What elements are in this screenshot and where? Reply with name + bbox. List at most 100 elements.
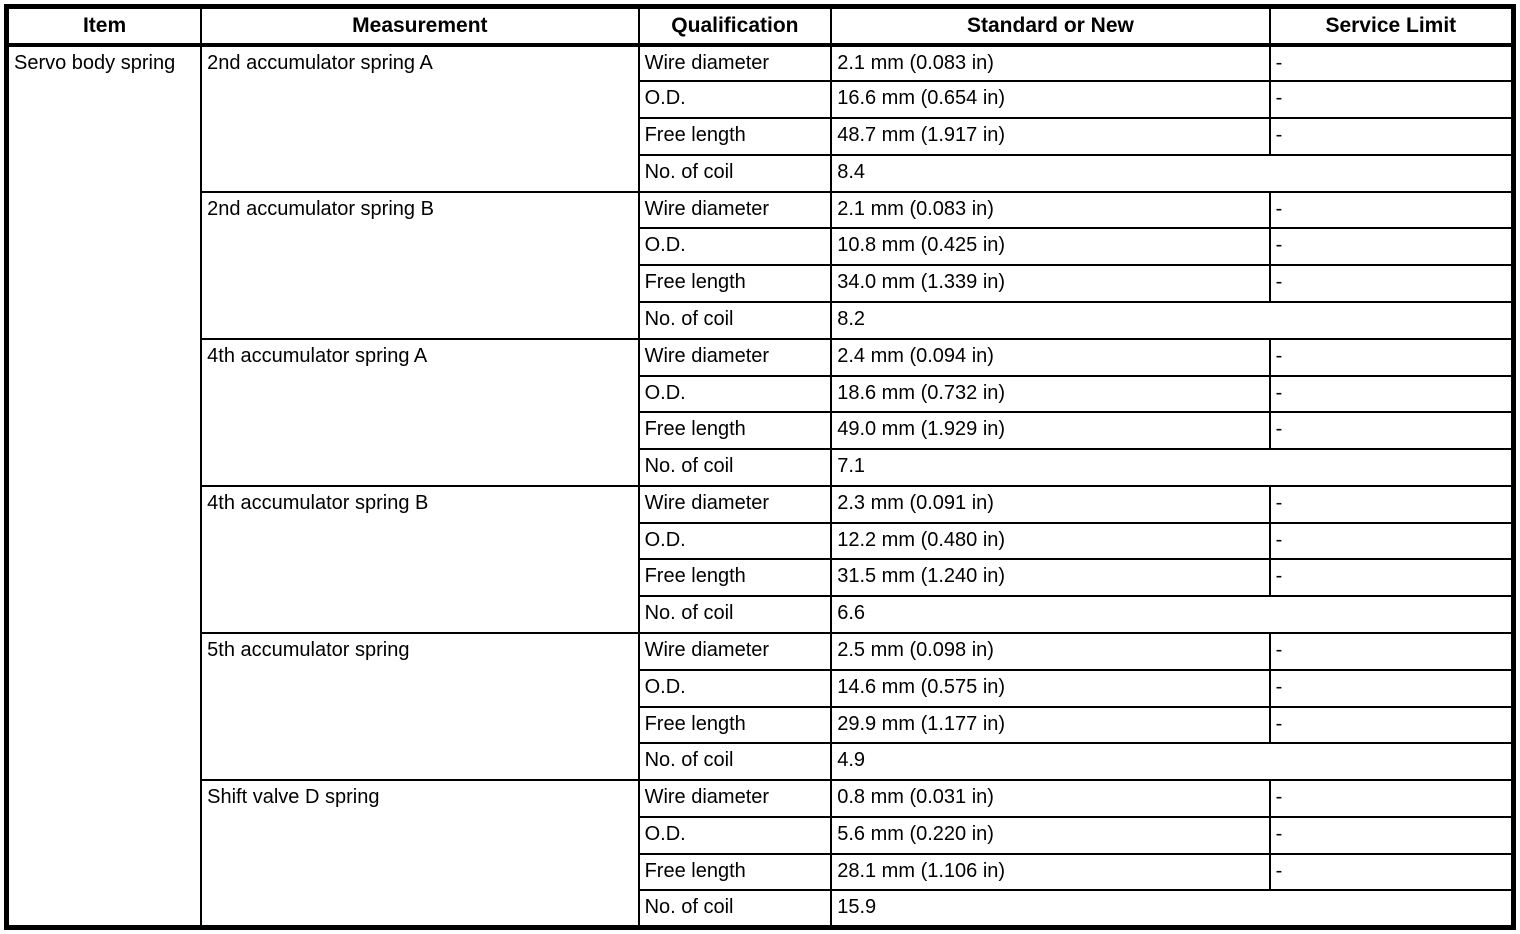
standard-or-new-cell: 48.7 mm (1.917 in) <box>830 117 1271 156</box>
measurement-cell: 4th accumulator spring B <box>200 484 640 635</box>
qualification-cell: Free length <box>637 705 833 745</box>
qualification-cell: Free length <box>637 264 833 303</box>
qualification-cell: Free length <box>637 852 833 892</box>
service-limit-cell: - <box>1268 852 1515 892</box>
standard-or-new-cell: 6.6 <box>830 595 1515 634</box>
service-limit-cell: - <box>1268 484 1515 524</box>
standard-or-new-cell: 2.1 mm (0.083 in) <box>830 190 1271 230</box>
standard-or-new-cell: 2.3 mm (0.091 in) <box>830 484 1271 524</box>
service-limit-cell: - <box>1268 190 1515 230</box>
standard-or-new-cell: 8.4 <box>830 153 1515 193</box>
qualification-cell: No. of coil <box>637 889 833 929</box>
measurement-cell: 2nd accumulator spring A <box>200 43 640 193</box>
service-limit-cell: - <box>1268 264 1515 303</box>
qualification-cell: Free length <box>637 411 833 451</box>
table-row: 5th accumulator spring Wire diameter 2.5 m… <box>7 631 1515 782</box>
service-limit-cell: - <box>1268 705 1515 745</box>
table-row: No. of coil 8.2 <box>7 300 1515 340</box>
qualification-cell: Wire diameter <box>637 190 833 230</box>
table-row: Free length 34.0 mm (1.339 in) - <box>7 264 1515 303</box>
qualification-cell: Free length <box>637 558 833 598</box>
table-row: Free length 31.5 mm (1.240 in) - <box>7 558 1515 598</box>
item-cell: Servo body spring <box>5 43 203 929</box>
table-row: Shift valve D spring Wire diameter 0.8 mm … <box>7 779 1515 929</box>
standard-or-new-cell: 29.9 mm (1.177 in) <box>830 705 1271 745</box>
table-row: O.D. 5.6 mm (0.220 in) - <box>7 815 1515 855</box>
qualification-cell: O.D. <box>637 668 833 708</box>
standard-or-new-cell: 7.1 <box>830 448 1515 487</box>
qualification-cell: Wire diameter <box>637 43 833 83</box>
service-limit-cell: - <box>1268 80 1515 120</box>
table-row: 4th accumulator spring B Wire diameter 2.3… <box>7 484 1515 635</box>
service-limit-cell: - <box>1268 411 1515 451</box>
qualification-cell: O.D. <box>637 80 833 120</box>
standard-or-new-cell: 10.8 mm (0.425 in) <box>830 227 1271 267</box>
measurement-cell: 2nd accumulator spring B <box>200 190 640 340</box>
qualification-cell: No. of coil <box>637 595 833 634</box>
service-limit-cell: - <box>1268 668 1515 708</box>
qualification-cell: Wire diameter <box>637 337 833 377</box>
qualification-cell: O.D. <box>637 521 833 561</box>
table-row: O.D. 14.6 mm (0.575 in) - <box>7 668 1515 708</box>
qualification-cell: Wire diameter <box>637 779 833 818</box>
standard-or-new-cell: 15.9 <box>830 889 1515 929</box>
spec-table-body: Servo body spring 2nd accumulator spring … <box>5 43 1515 929</box>
col-header-service-limit: Service Limit <box>1268 5 1515 47</box>
table-row: Free length 49.0 mm (1.929 in) - <box>7 411 1515 451</box>
qualification-cell: O.D. <box>637 374 833 414</box>
qualification-cell: O.D. <box>637 227 833 267</box>
service-limit-cell: - <box>1268 521 1515 561</box>
standard-or-new-cell: 28.1 mm (1.106 in) <box>830 852 1271 892</box>
standard-or-new-cell: 14.6 mm (0.575 in) <box>830 668 1271 708</box>
qualification-cell: Wire diameter <box>637 632 833 671</box>
qualification-cell: Wire diameter <box>637 484 833 524</box>
qualification-cell: No. of coil <box>637 742 833 782</box>
table-row: No. of coil 6.6 <box>7 595 1515 634</box>
table-row: O.D. 18.6 mm (0.732 in) - <box>7 374 1515 414</box>
table-row: No. of coil 4.9 <box>7 742 1515 782</box>
standard-or-new-cell: 2.1 mm (0.083 in) <box>830 43 1271 83</box>
col-header-item: Item <box>5 5 203 47</box>
service-limit-cell: - <box>1268 558 1515 598</box>
qualification-cell: O.D. <box>637 815 833 855</box>
standard-or-new-cell: 0.8 mm (0.031 in) <box>830 779 1271 818</box>
standard-or-new-cell: 34.0 mm (1.339 in) <box>830 264 1271 303</box>
service-limit-cell: - <box>1268 779 1515 818</box>
table-row: 2nd accumulator spring B Wire diameter 2.1… <box>7 190 1515 340</box>
measurement-cell: 4th accumulator spring A <box>200 337 640 487</box>
header-row: Item Measurement Qualification Standard … <box>5 5 1515 47</box>
col-header-measurement: Measurement <box>200 5 640 47</box>
service-limit-cell: - <box>1268 632 1515 671</box>
table-row: Free length 29.9 mm (1.177 in) - <box>7 705 1515 745</box>
table-row: O.D. 10.8 mm (0.425 in) - <box>7 227 1515 267</box>
measurement-cell: 5th accumulator spring <box>200 631 640 782</box>
standard-or-new-cell: 4.9 <box>830 742 1515 782</box>
service-limit-cell: - <box>1268 815 1515 855</box>
col-header-qualification: Qualification <box>637 5 833 47</box>
standard-or-new-cell: 16.6 mm (0.654 in) <box>830 80 1271 120</box>
table-row: No. of coil 7.1 <box>7 448 1515 487</box>
table-row: 4th accumulator spring A Wire diameter 2.4… <box>7 337 1515 487</box>
qualification-cell: No. of coil <box>637 300 833 340</box>
spec-table: Item Measurement Qualification Standard … <box>4 4 1516 930</box>
table-row: Servo body spring 2nd accumulator spring … <box>5 43 1515 929</box>
col-header-standard-or-new: Standard or New <box>830 5 1271 47</box>
table-row: No. of coil 8.4 <box>7 153 1515 193</box>
table-row: No. of coil 15.9 <box>7 889 1515 929</box>
table-row: O.D. 16.6 mm (0.654 in) - <box>7 80 1515 120</box>
service-limit-cell: - <box>1268 117 1515 156</box>
measurement-cell: Shift valve D spring <box>200 779 640 929</box>
service-limit-cell: - <box>1268 227 1515 267</box>
service-limit-cell: - <box>1268 374 1515 414</box>
service-limit-cell: - <box>1268 337 1515 377</box>
standard-or-new-cell: 2.4 mm (0.094 in) <box>830 337 1271 377</box>
table-row: Free length 48.7 mm (1.917 in) - <box>7 117 1515 156</box>
standard-or-new-cell: 5.6 mm (0.220 in) <box>830 815 1271 855</box>
standard-or-new-cell: 31.5 mm (1.240 in) <box>830 558 1271 598</box>
service-limit-cell: - <box>1268 43 1515 83</box>
standard-or-new-cell: 8.2 <box>830 300 1515 340</box>
qualification-cell: Free length <box>637 117 833 156</box>
standard-or-new-cell: 18.6 mm (0.732 in) <box>830 374 1271 414</box>
standard-or-new-cell: 2.5 mm (0.098 in) <box>830 632 1271 671</box>
